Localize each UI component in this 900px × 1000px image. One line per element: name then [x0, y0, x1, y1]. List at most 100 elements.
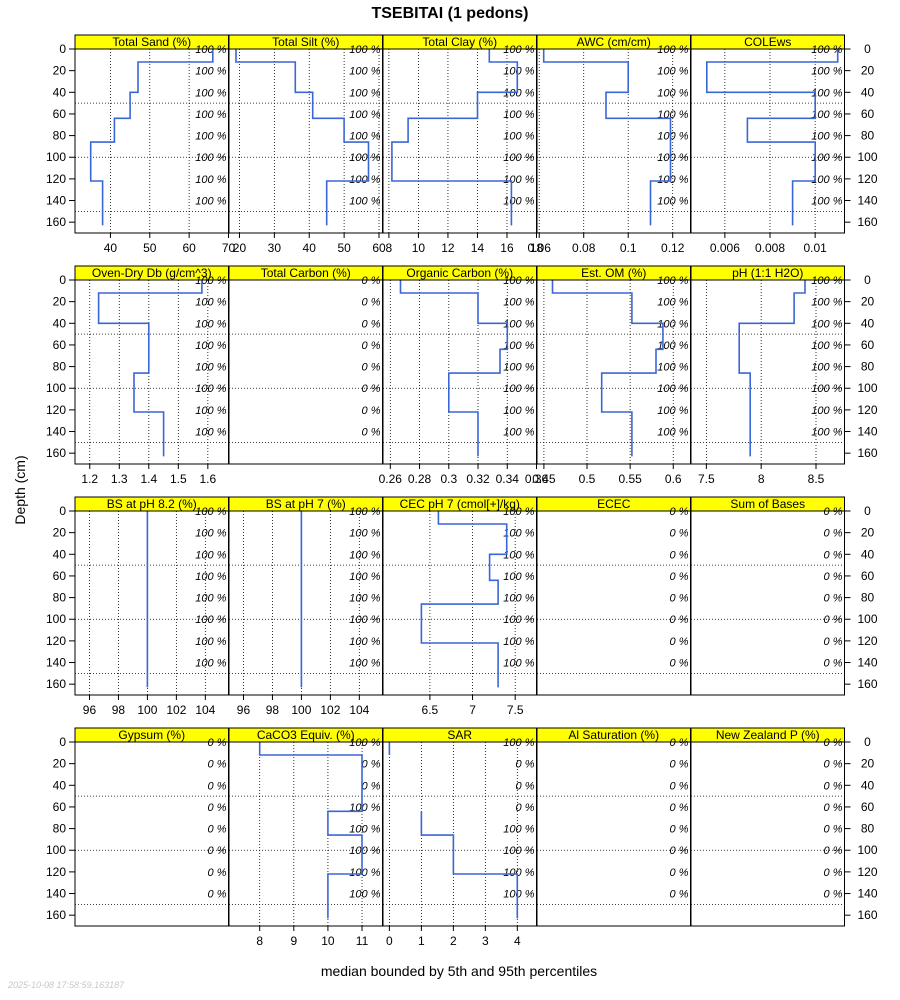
depth-tick-label: 20: [861, 295, 875, 309]
depth-tick-label: 120: [857, 172, 877, 186]
percent-label: 100 %: [503, 614, 534, 626]
panel-strip-label: Total Carbon (%): [261, 266, 351, 280]
panel-frame: [690, 741, 845, 927]
x-tick-label: 0.32: [466, 472, 490, 486]
x-tick-label: 9: [290, 934, 297, 948]
percent-label: 100 %: [657, 66, 688, 78]
percent-label: 100 %: [503, 152, 534, 164]
percent-label: 100 %: [503, 340, 534, 352]
percent-label: 0 %: [670, 802, 689, 814]
x-tick-label: 8: [758, 472, 765, 486]
percent-label: 100 %: [811, 275, 842, 287]
depth-tick-label: 0: [864, 42, 871, 56]
panel-strip-label: Sum of Bases: [730, 497, 805, 511]
depth-tick-label: 60: [53, 800, 67, 814]
percent-label: 100 %: [349, 636, 380, 648]
percent-label: 0 %: [824, 593, 843, 605]
percent-label: 100 %: [195, 66, 226, 78]
percent-label: 100 %: [195, 44, 226, 56]
depth-tick-label: 160: [857, 677, 877, 691]
x-tick-label: 0.6: [665, 472, 682, 486]
percent-label: 100 %: [811, 318, 842, 330]
percent-label: 100 %: [811, 44, 842, 56]
panel-frame: [690, 510, 845, 696]
panel-frame: [690, 279, 845, 465]
percent-label: 100 %: [811, 196, 842, 208]
depth-tick-label: 140: [46, 425, 66, 439]
percent-label: 100 %: [195, 196, 226, 208]
percent-label: 0 %: [362, 318, 381, 330]
median-line: [705, 49, 839, 226]
figure-title: TSEBITAI (1 pedons): [371, 5, 529, 22]
percent-label: 0 %: [824, 549, 843, 561]
panel-strip-label: Al Saturation (%): [568, 728, 659, 742]
percent-label: 0 %: [824, 780, 843, 792]
percent-label: 100 %: [657, 362, 688, 374]
x-tick-label: 50: [337, 241, 351, 255]
depth-tick-label: 20: [53, 526, 67, 540]
x-tick-label: 0: [386, 934, 393, 948]
percent-label: 0 %: [824, 506, 843, 518]
percent-label: 100 %: [503, 889, 534, 901]
percent-label: 100 %: [195, 427, 226, 439]
depth-tick-label: 160: [857, 215, 877, 229]
percent-label: 100 %: [349, 528, 380, 540]
panel-strip-label: Organic Carbon (%): [406, 266, 513, 280]
percent-label: 100 %: [811, 405, 842, 417]
percent-label: 100 %: [657, 340, 688, 352]
percent-label: 100 %: [349, 506, 380, 518]
panel-strip-label: Total Sand (%): [112, 35, 191, 49]
panel-strip-label: Oven-Dry Db (g/cm^3): [92, 266, 212, 280]
timestamp: 2025-10-08 17:58:59.163187: [8, 980, 125, 990]
depth-tick-label: 40: [861, 85, 875, 99]
x-tick-label: 1: [418, 934, 425, 948]
x-tick-label: 40: [303, 241, 317, 255]
x-tick-label: 1.2: [81, 472, 98, 486]
panel-strip-label: Total Clay (%): [422, 35, 497, 49]
percent-label: 100 %: [349, 131, 380, 143]
percent-label: 100 %: [503, 658, 534, 670]
percent-label: 0 %: [670, 593, 689, 605]
percent-label: 0 %: [362, 405, 381, 417]
x-tick-label: 0.008: [755, 241, 785, 255]
depth-tick-label: 160: [46, 446, 66, 460]
percent-label: 100 %: [349, 571, 380, 583]
depth-tick-label: 40: [53, 316, 67, 330]
percent-label: 100 %: [349, 196, 380, 208]
depth-tick-label: 0: [59, 735, 66, 749]
x-tick-label: 10: [412, 241, 426, 255]
percent-label: 100 %: [811, 109, 842, 121]
depth-tick-label: 60: [861, 107, 875, 121]
depth-tick-label: 100: [857, 612, 877, 626]
percent-label: 0 %: [208, 824, 227, 836]
percent-label: 100 %: [811, 87, 842, 99]
x-tick-label: 16: [500, 241, 514, 255]
x-tick-label: 0.1: [620, 241, 637, 255]
percent-label: 100 %: [349, 593, 380, 605]
depth-tick-label: 140: [857, 887, 877, 901]
percent-label: 0 %: [362, 362, 381, 374]
percent-label: 100 %: [349, 867, 380, 879]
percent-label: 100 %: [195, 109, 226, 121]
median-line: [738, 280, 806, 457]
percent-label: 0 %: [208, 780, 227, 792]
x-tick-label: 8: [386, 241, 393, 255]
percent-label: 100 %: [503, 131, 534, 143]
x-tick-label: 96: [83, 703, 97, 717]
percent-label: 100 %: [503, 528, 534, 540]
depth-tick-label: 120: [857, 634, 877, 648]
percent-label: 100 %: [503, 174, 534, 186]
percent-label: 0 %: [670, 759, 689, 771]
median-line: [420, 811, 519, 919]
x-tick-label: 0.34: [496, 472, 520, 486]
x-tick-label: 70: [222, 241, 236, 255]
depth-tick-label: 120: [46, 634, 66, 648]
x-tick-label: 3: [482, 934, 489, 948]
percent-label: 0 %: [208, 759, 227, 771]
percent-label: 0 %: [824, 737, 843, 749]
depth-tick-label: 160: [46, 908, 66, 922]
percent-label: 100 %: [503, 383, 534, 395]
x-tick-label: 0.3: [440, 472, 457, 486]
percent-label: 100 %: [811, 131, 842, 143]
panel-strip-label: CaCO3 Equiv. (%): [257, 728, 355, 742]
